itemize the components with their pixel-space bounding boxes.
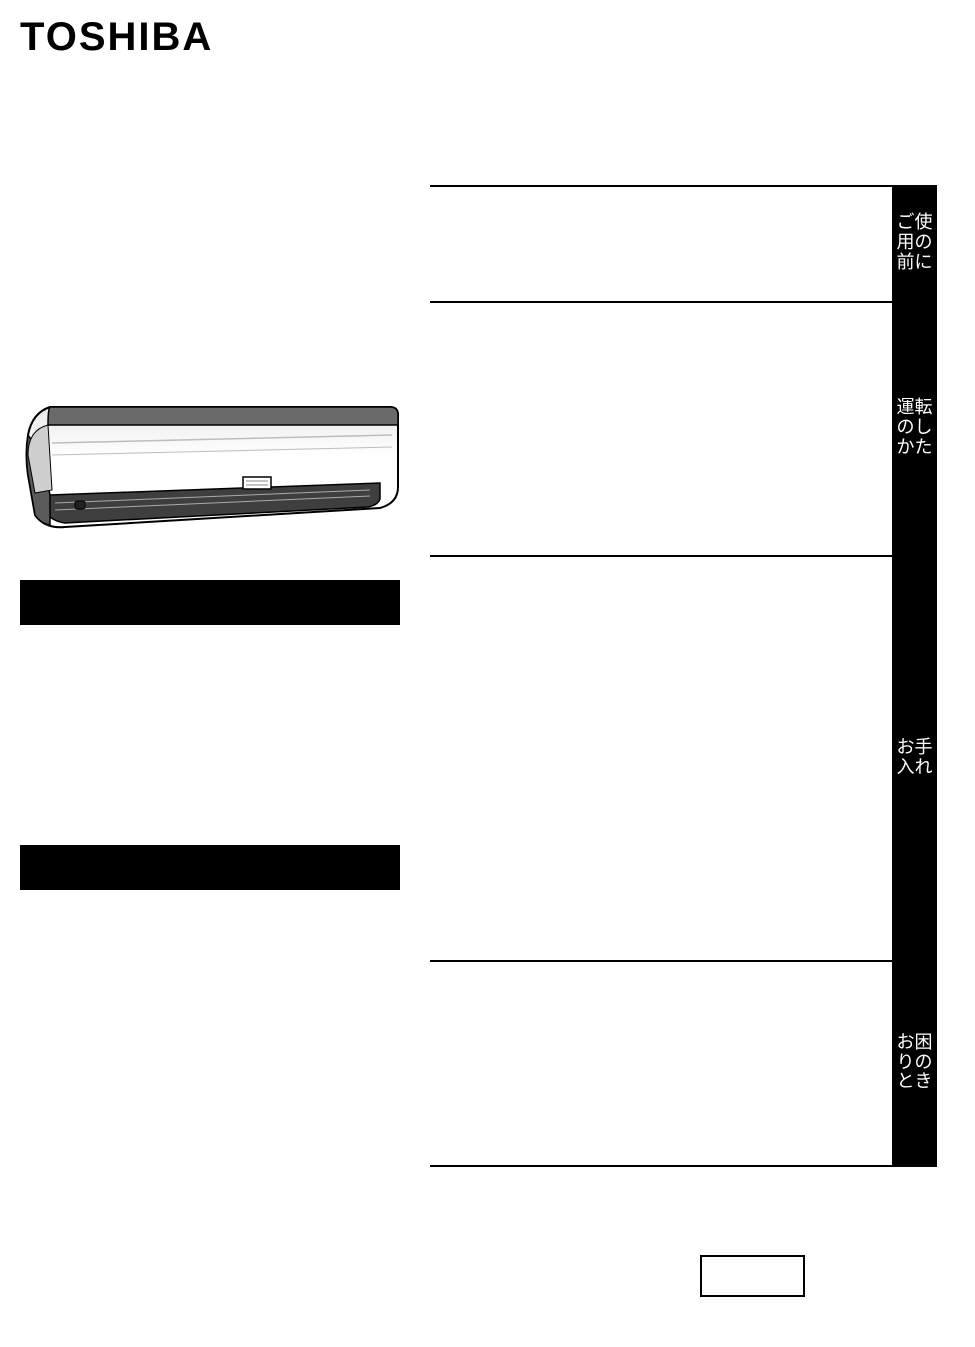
section-divider	[430, 301, 937, 303]
sidebar-tab-maintenance: お手入れ	[892, 555, 937, 960]
section-divider	[430, 960, 937, 962]
section-divider	[430, 185, 937, 187]
sidebar-tab-trouble: お困りのとき	[892, 960, 937, 1165]
section-divider	[430, 555, 937, 557]
sidebar-label: 運転のしかた	[892, 398, 937, 457]
section-divider	[430, 1165, 937, 1167]
content-bar-2	[20, 845, 400, 890]
sidebar-tab-before-use: ご使用の前に	[892, 185, 937, 301]
small-outline-box	[700, 1255, 805, 1297]
sidebar-label: お困りのとき	[892, 1033, 937, 1092]
sidebar-tab-operation: 運転のしかた	[892, 301, 937, 555]
sidebar-label: ご使用の前に	[892, 213, 937, 272]
brand-logo: TOSHIBA	[20, 15, 213, 60]
product-illustration	[20, 395, 400, 540]
content-bar-1	[20, 580, 400, 625]
sidebar-label: お手入れ	[892, 738, 937, 778]
